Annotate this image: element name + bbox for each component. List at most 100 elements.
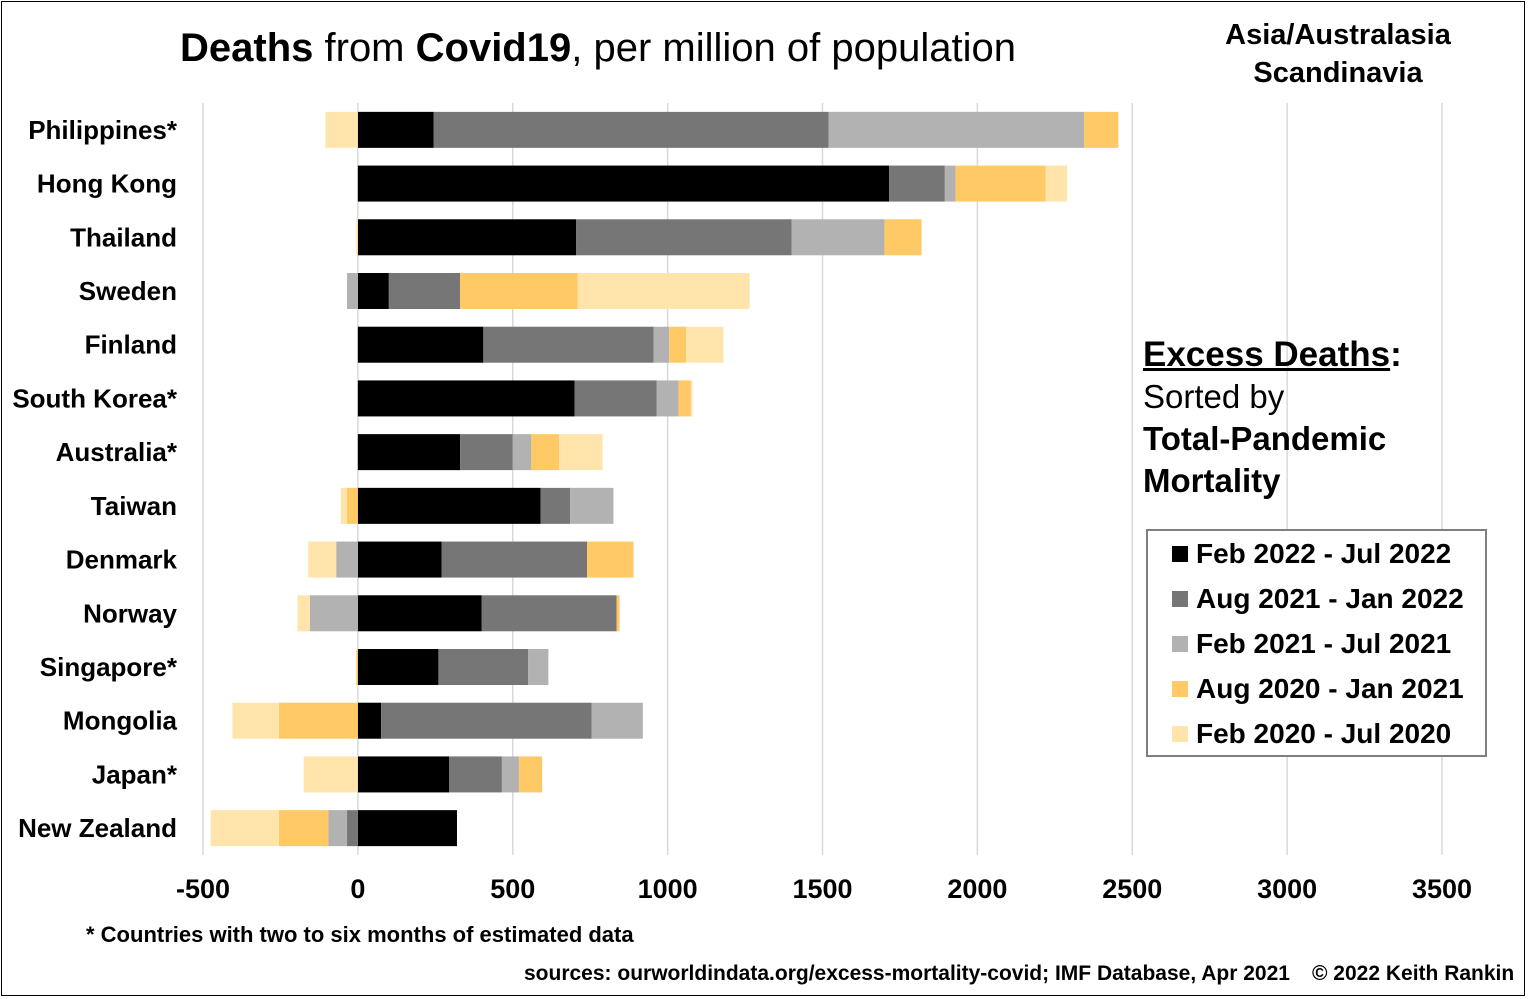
bar-segment	[460, 273, 578, 309]
category-label: Finland	[85, 330, 177, 360]
title-part-covid: Covid19	[415, 26, 572, 70]
bar-segment	[574, 380, 657, 417]
x-tick-label: 2000	[947, 874, 1007, 904]
copyright-note: © 2022 Keith Rankin	[1312, 962, 1515, 985]
bar-segment	[357, 273, 389, 309]
bar-segment	[357, 595, 482, 632]
bar-segment	[955, 165, 1046, 202]
bar-segment	[328, 810, 348, 847]
legend-item: Feb 2021 - Jul 2021	[1172, 628, 1452, 659]
legend-swatch	[1172, 636, 1188, 652]
bar-segment	[577, 273, 750, 309]
legend-swatch	[1172, 681, 1188, 697]
category-label: Japan*	[92, 759, 178, 789]
category-label: Australia*	[56, 437, 178, 467]
bar-segment	[690, 380, 693, 417]
legend-label: Feb 2021 - Jul 2021	[1196, 628, 1452, 659]
bar-segment	[347, 810, 358, 847]
bar-segment	[357, 541, 442, 578]
bar-segment	[357, 380, 575, 417]
bar-segment	[449, 756, 502, 793]
bar-segment	[381, 702, 592, 739]
chart-title: Deaths from Covid19, per million of popu…	[180, 26, 1016, 71]
bar-segment	[388, 273, 461, 309]
bar-segment	[438, 649, 529, 685]
bar-segment	[336, 541, 358, 578]
bar-segment	[347, 273, 358, 309]
bar-segment	[325, 111, 358, 148]
bar-segment	[884, 219, 922, 256]
bar-segment	[653, 326, 670, 363]
category-label: South Korea*	[12, 383, 178, 413]
category-label: Taiwan	[91, 491, 177, 521]
legend-label: Aug 2020 - Jan 2021	[1196, 673, 1464, 704]
category-label: Mongolia	[63, 706, 178, 736]
sort-key-line-1: Total-Pandemic	[1143, 420, 1387, 457]
x-tick-label: 3000	[1257, 874, 1317, 904]
category-label: Hong Kong	[37, 169, 177, 199]
bar-segment	[357, 219, 577, 256]
bar-segment	[528, 649, 549, 685]
bar-segment	[591, 702, 643, 739]
bar-segment	[559, 434, 603, 471]
sort-key-line-2: Mortality	[1143, 462, 1281, 499]
bar-segment	[587, 541, 634, 578]
bar-segment	[1084, 111, 1119, 148]
bar-segment	[512, 434, 532, 471]
bar-segment	[481, 595, 617, 632]
bar-segment	[656, 380, 679, 417]
bar-segment	[357, 111, 434, 148]
category-label: Thailand	[70, 222, 177, 252]
legend-swatch	[1172, 546, 1188, 562]
bar-segment	[944, 165, 956, 202]
bar-segment	[678, 380, 691, 417]
legend-item: Feb 2022 - Jul 2022	[1172, 538, 1452, 569]
bar-segment	[357, 649, 439, 685]
title-part-deaths: Deaths	[180, 26, 314, 70]
bar-segment	[357, 487, 541, 524]
legend-swatch	[1172, 591, 1188, 607]
bar-segment	[278, 702, 358, 739]
category-label: Philippines*	[28, 115, 178, 145]
bar-segment	[828, 111, 1085, 148]
excess-heading: Excess Deaths	[1143, 335, 1391, 374]
region-label: Asia/Australasia Scandinavia	[1188, 16, 1488, 92]
category-label: Denmark	[66, 545, 178, 575]
bar-segment	[357, 326, 484, 363]
x-tick-label: 1000	[638, 874, 698, 904]
sources-note: sources: ourworldindata.org/excess-morta…	[524, 962, 1290, 985]
bar-segment	[357, 810, 457, 847]
bar-segment	[357, 165, 890, 202]
excess-colon: :	[1390, 335, 1402, 374]
bar-segment	[570, 487, 614, 524]
x-tick-label: 2500	[1102, 874, 1162, 904]
bar-segment	[441, 541, 588, 578]
bar-segment	[210, 810, 279, 847]
chart-legend: Feb 2022 - Jul 2022 Aug 2021 - Jan 2022 …	[1146, 529, 1487, 757]
legend-swatch	[1172, 726, 1188, 742]
legend-label: Feb 2020 - Jul 2020	[1196, 718, 1452, 749]
bar-segment	[232, 702, 279, 739]
category-label: Singapore*	[40, 652, 178, 682]
bar-segment	[791, 219, 885, 256]
legend-label: Feb 2022 - Jul 2022	[1196, 538, 1452, 569]
region-line-2: Scandinavia	[1253, 57, 1423, 89]
x-tick-label: 1500	[792, 874, 852, 904]
bar-segment	[616, 595, 620, 632]
bar-segment	[669, 326, 687, 363]
bar-segment	[357, 434, 461, 471]
bar-segment	[356, 649, 358, 685]
x-tick-label: 500	[490, 874, 535, 904]
title-part-from: from	[313, 26, 416, 70]
bar-segment	[889, 165, 945, 202]
bar-segment	[356, 219, 358, 256]
legend-item: Aug 2020 - Jan 2021	[1172, 673, 1464, 704]
excess-deaths-note: Excess Deaths: Sorted by Total-Pandemic …	[1143, 334, 1503, 502]
bar-segment	[309, 595, 358, 632]
region-line-1: Asia/Australasia	[1225, 19, 1451, 51]
bar-segment	[501, 756, 519, 793]
bar-segment	[518, 756, 543, 793]
bar-segment	[540, 487, 571, 524]
